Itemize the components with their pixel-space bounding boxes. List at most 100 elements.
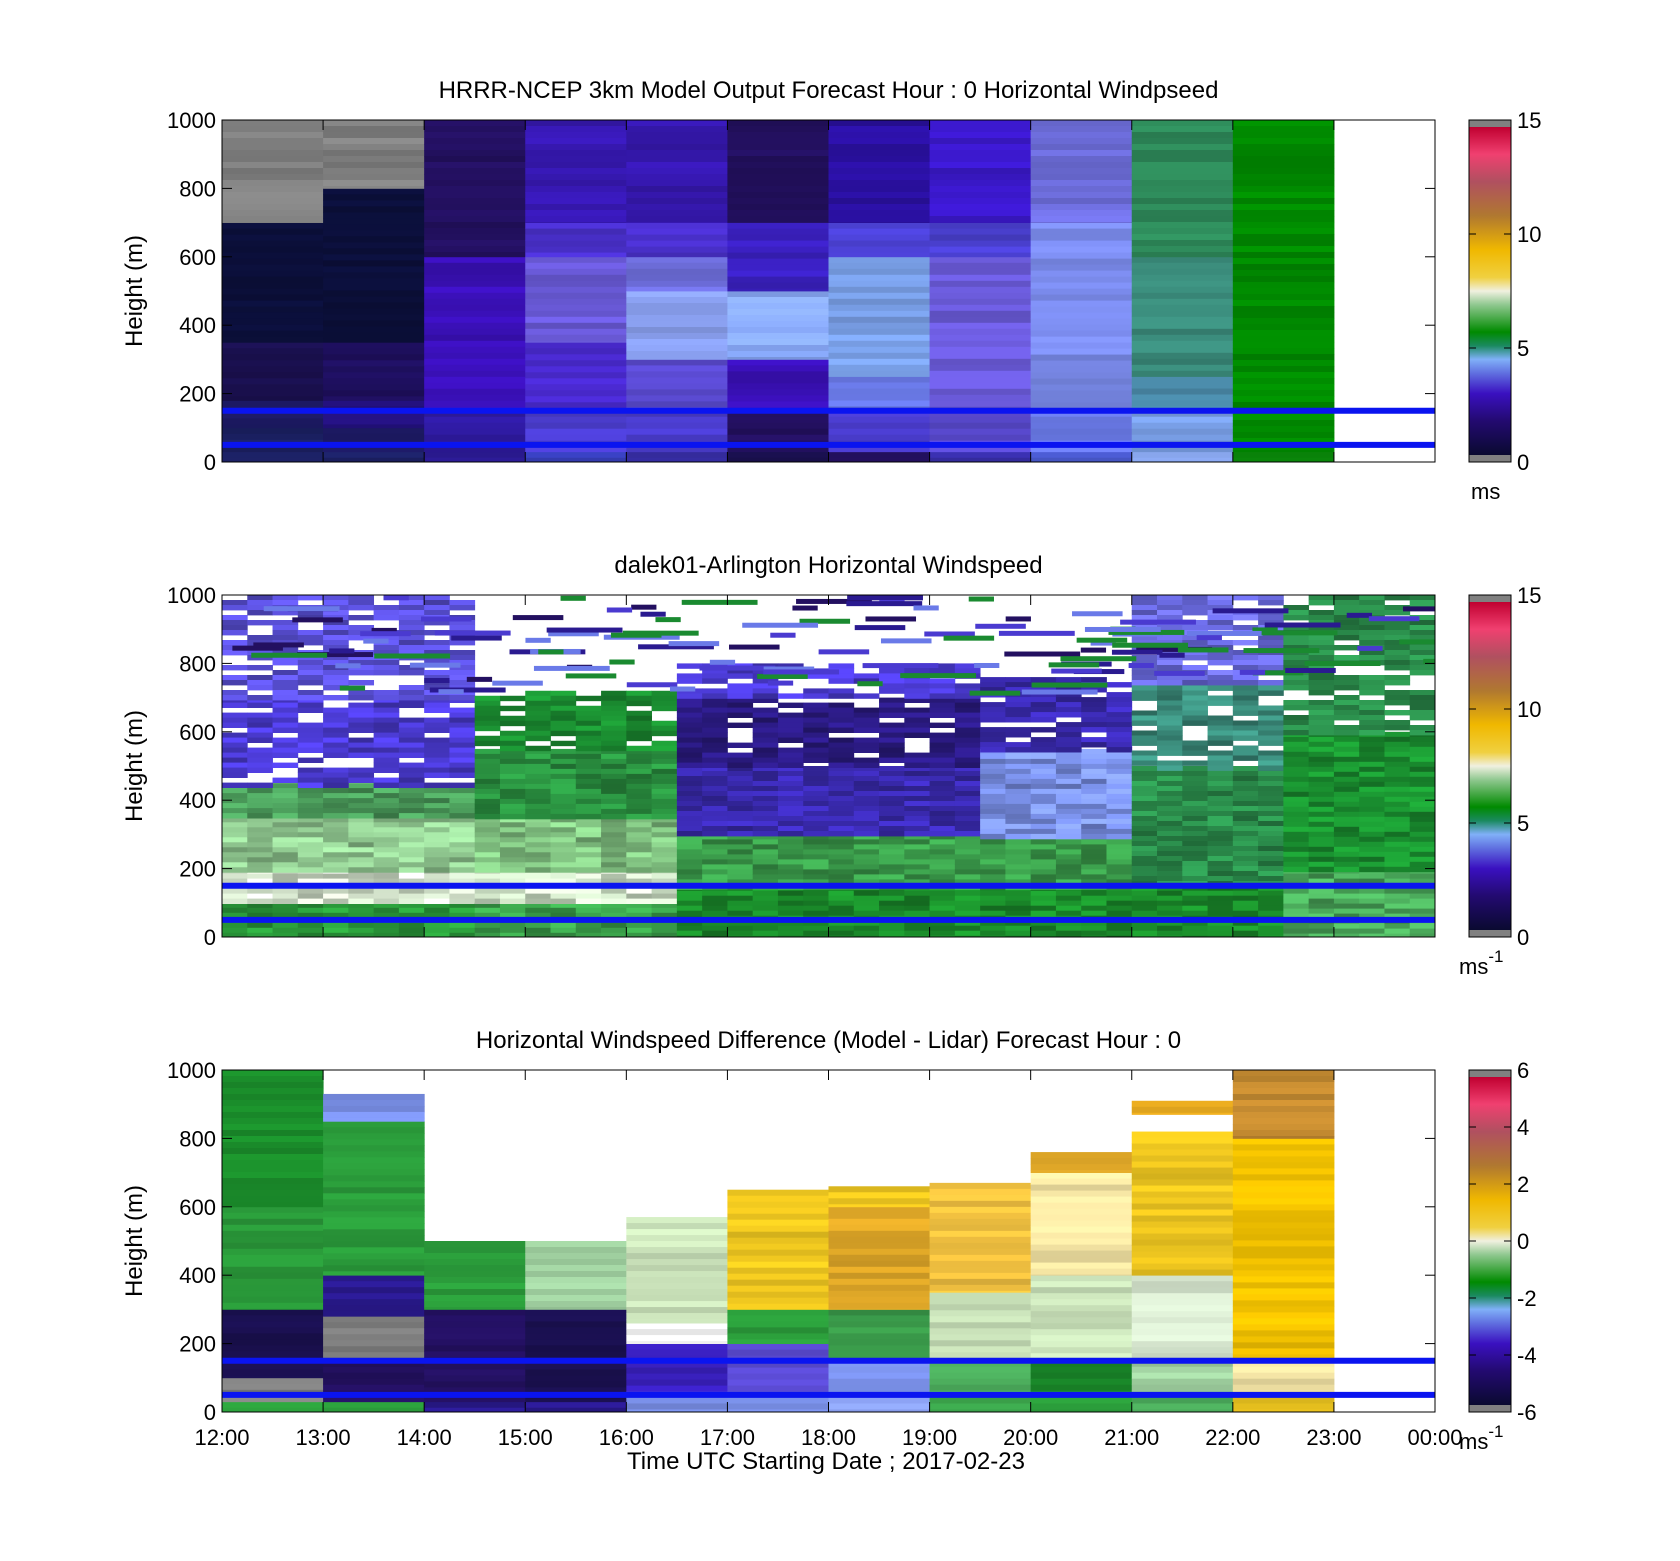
heatmap-cell (929, 204, 1032, 211)
heatmap-cell (1131, 422, 1234, 430)
heatmap-cell (1081, 722, 1107, 728)
heatmap-cell (879, 747, 905, 753)
heatmap-cell (424, 1271, 526, 1278)
heatmap-cell (727, 198, 829, 205)
heatmap-cell (676, 811, 703, 817)
heatmap-cell (348, 798, 375, 804)
heatmap-cell (727, 297, 829, 304)
heatmap-cell (1131, 796, 1158, 802)
heatmap-cell (575, 773, 602, 780)
heatmap-cell (1258, 866, 1284, 872)
heatmap-cell (777, 900, 804, 907)
heatmap-cell (1384, 720, 1411, 726)
heatmap-cell (1182, 876, 1208, 882)
heatmap-cell (323, 1157, 425, 1164)
heatmap-cell (626, 204, 728, 211)
heatmap-cell (1368, 616, 1420, 622)
heatmap-cell (702, 707, 728, 713)
heatmap-cell (550, 730, 577, 737)
heatmap-cell (929, 1260, 1032, 1268)
heatmap-cell (626, 720, 653, 727)
heatmap-cell (323, 822, 349, 828)
heatmap-cell (676, 757, 703, 763)
heatmap-cell (969, 690, 1021, 696)
heatmap-cell (222, 665, 248, 671)
heatmap-cell (424, 240, 526, 247)
heatmap-cell (626, 434, 728, 442)
heatmap-cell (1081, 823, 1107, 830)
heatmap-cell (373, 635, 400, 641)
heatmap-cell (1359, 605, 1385, 611)
heatmap-cell (525, 246, 627, 253)
heatmap-cell (1131, 1149, 1234, 1156)
heatmap-cell (1384, 923, 1411, 929)
heatmap-cell (727, 327, 829, 334)
heatmap-cell (954, 717, 981, 723)
heatmap-cell (1283, 851, 1310, 858)
heatmap-cell (575, 862, 602, 868)
heatmap-cell (702, 935, 728, 937)
heatmap-cell (1308, 751, 1335, 758)
heatmap-cell (323, 595, 349, 601)
heatmap-cell (247, 808, 273, 814)
heatmap-cell (752, 752, 779, 758)
heatmap-cell (373, 645, 400, 651)
heatmap-cell (651, 705, 678, 712)
heatmap-cell (398, 827, 425, 833)
heatmap-cell (1120, 619, 1196, 625)
heatmap-cell (1283, 715, 1310, 721)
heatmap-cell (474, 813, 501, 820)
heatmap-cell (525, 893, 551, 899)
heatmap-cell (727, 1291, 829, 1299)
heatmap-cell (1409, 705, 1435, 711)
heatmap-cell (1030, 1341, 1133, 1348)
colorbar-tick-label: -6 (1517, 1400, 1537, 1425)
heatmap-cell (1030, 677, 1057, 683)
heatmap-cell (1182, 710, 1208, 716)
heatmap-cell (1409, 856, 1435, 863)
heatmap-cell (222, 138, 324, 145)
heatmap-cell (525, 457, 627, 462)
heatmap-cell (1232, 150, 1335, 157)
heatmap-cell (651, 740, 678, 747)
heatmap-cell (373, 847, 400, 853)
heatmap-cell (1030, 692, 1057, 698)
heatmap-cell (1359, 610, 1385, 616)
heatmap-cell (499, 857, 526, 863)
heatmap-cell (727, 854, 754, 860)
heatmap-cell (1131, 930, 1158, 937)
heatmap-cell (222, 252, 324, 259)
heatmap-cell (1333, 766, 1360, 773)
heatmap-cell (247, 675, 273, 681)
heatmap-cell (1308, 851, 1335, 858)
heatmap-cell (1030, 1274, 1133, 1276)
heatmap-cell (222, 1363, 324, 1370)
heatmap-cell (904, 905, 930, 912)
heatmap-cell (323, 1378, 425, 1386)
heatmap-cell (676, 816, 703, 822)
heatmap-cell (323, 808, 349, 814)
heatmap-cell (348, 727, 375, 733)
heatmap-cell (626, 1229, 728, 1236)
heatmap-cell (1106, 682, 1133, 688)
heatmap-cell (980, 763, 1006, 770)
heatmap-cell (929, 663, 956, 669)
heatmap-cell (980, 783, 1006, 790)
heatmap-cell (626, 327, 728, 334)
heatmap-cell (626, 228, 728, 235)
heatmap-cell (1131, 126, 1234, 133)
heatmap-cell (398, 822, 425, 828)
heatmap-cell (1384, 821, 1411, 828)
heatmap-cell (1081, 935, 1107, 937)
heatmap-cell (1005, 900, 1032, 907)
heatmap-cell (575, 748, 602, 755)
heatmap-cell (1333, 786, 1360, 793)
heatmap-cell (727, 434, 829, 442)
heatmap-cell (1207, 765, 1234, 771)
heatmap-cell (651, 922, 678, 929)
heatmap-cell (449, 600, 476, 606)
heatmap-cell (1384, 675, 1411, 681)
heatmap-cell (626, 339, 728, 346)
heatmap-cell (601, 927, 627, 934)
heatmap-cell (1030, 162, 1133, 169)
